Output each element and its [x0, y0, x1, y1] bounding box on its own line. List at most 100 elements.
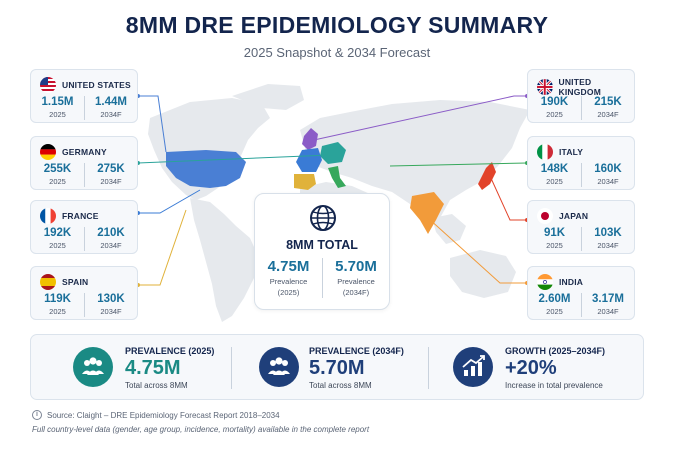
- map-united-kingdom: [302, 128, 318, 150]
- value-2025: 91K: [543, 227, 566, 239]
- growth-chart-icon: [453, 347, 493, 387]
- year-2025: 2025: [546, 241, 563, 250]
- connector-spain: [138, 209, 187, 286]
- page-subtitle: 2025 Snapshot & 2034 Forecast: [243, 45, 431, 60]
- value-2034: 1.44M: [95, 96, 127, 108]
- country-card-france: FRANCE 192K 2025 210K 2034F: [30, 200, 138, 254]
- country-card-spain: SPAIN 119K 2025 130K 2034F: [30, 266, 138, 320]
- connector-italy: [389, 162, 528, 167]
- kpi-value: +20%: [505, 357, 557, 379]
- kpi-label: PREVALENCE (2025): [125, 346, 215, 356]
- year-2034: 2034F: [100, 307, 122, 316]
- value-2034: 275K: [97, 163, 125, 175]
- kpi-value: 5.70M: [309, 357, 365, 379]
- country-name: UNITED KINGDOM: [558, 77, 601, 97]
- country-card-germany: GERMANY 255K 2025 275K 2034F: [30, 136, 138, 190]
- country-name: GERMANY: [62, 147, 107, 157]
- country-card-united-states: UNITED STATES 1.15M 2025 1.44M 2034F: [30, 69, 138, 123]
- map-germany: [320, 142, 346, 164]
- value-2034: 160K: [594, 163, 622, 175]
- connector-france: [138, 189, 201, 214]
- country-name: FRANCE: [62, 211, 99, 221]
- value-2025: 148K: [540, 163, 569, 175]
- value-2025: 192K: [43, 227, 72, 239]
- country-name: UNITED STATES: [62, 80, 131, 90]
- connector-united-states: [138, 95, 167, 153]
- es-flag-icon: [40, 274, 56, 290]
- total-label-2025-year: (2025): [277, 288, 300, 297]
- connector-japan: [489, 175, 527, 221]
- value-2034: 130K: [97, 293, 125, 305]
- country-card-italy: ITALY 148K 2025 160K 2034F: [527, 136, 635, 190]
- map-spain: [294, 174, 316, 190]
- de-flag-icon: [40, 144, 56, 160]
- value-2025: 190K: [540, 96, 569, 108]
- kpi-sub: Total across 8MM: [125, 381, 188, 390]
- connector-germany: [137, 154, 331, 164]
- country-name: JAPAN: [559, 211, 589, 221]
- year-2034: 2034F: [100, 177, 122, 186]
- value-2025: 119K: [44, 293, 71, 305]
- year-2025: 2025: [49, 241, 66, 250]
- year-2034: 2034F: [597, 241, 619, 250]
- value-2025: 2.60M: [538, 293, 571, 305]
- year-2034: 2034F: [597, 307, 619, 316]
- kpi-bar: PREVALENCE (2025) 4.75M Total across 8MM…: [30, 334, 644, 400]
- info-icon: i: [32, 410, 42, 420]
- connector-india: [427, 217, 527, 284]
- country-name: INDIA: [559, 277, 584, 287]
- year-2025: 2025: [49, 110, 66, 119]
- total-title: 8MM TOTAL: [286, 238, 358, 252]
- footnote: Full country-level data (gender, age gro…: [32, 425, 370, 434]
- total-value-2034: 5.70M: [335, 258, 377, 275]
- value-2034: 103K: [594, 227, 622, 239]
- map-japan: [478, 162, 496, 190]
- globe-icon: [310, 205, 336, 231]
- us-flag-icon: [40, 77, 56, 93]
- year-2034: 2034F: [597, 110, 619, 119]
- country-card-united-kingdom: UNITED KINGDOM 190K 2025 215K 2034F: [527, 69, 635, 123]
- kpi-value: 4.75M: [125, 357, 181, 379]
- year-2025: 2025: [546, 307, 563, 316]
- source-text: Source: Claight – DRE Epidemiology Forec…: [47, 410, 280, 420]
- in-flag-icon: [537, 274, 553, 290]
- connector-united-kingdom: [313, 95, 527, 141]
- total-label-2034: Prevalence: [337, 277, 375, 286]
- year-2034: 2034F: [100, 241, 122, 250]
- value-2025: 1.15M: [41, 96, 74, 108]
- value-2025: 255K: [43, 163, 72, 175]
- kpi-label: GROWTH (2025–2034F): [505, 346, 606, 356]
- country-card-india: INDIA 2.60M 2025 3.17M 2034F: [527, 266, 635, 320]
- kpi-divider: [428, 347, 429, 389]
- source-line: i Source: Claight – DRE Epidemiology For…: [32, 410, 280, 420]
- kpi-sub: Increase in total prevalence: [505, 381, 603, 390]
- total-card: 8MM TOTAL 4.75M Prevalence (2025) 5.70M …: [254, 193, 390, 310]
- value-2034: 3.17M: [592, 293, 624, 305]
- total-value-2025: 4.75M: [267, 258, 310, 275]
- kpi-divider: [231, 347, 232, 389]
- year-2025: 2025: [546, 110, 563, 119]
- page-title: 8MM DRE EPIDEMIOLOGY SUMMARY: [125, 12, 549, 38]
- year-2025: 2025: [49, 177, 66, 186]
- people-icon: [259, 347, 299, 387]
- country-name: ITALY: [559, 147, 584, 157]
- country-name: SPAIN: [62, 277, 89, 287]
- uk-flag-icon: [537, 79, 553, 95]
- total-label-2034-year: (2034F): [342, 288, 370, 297]
- kpi-label: PREVALENCE (2034F): [309, 346, 404, 356]
- map-india: [410, 192, 444, 234]
- country-card-japan: JAPAN 91K 2025 103K 2034F: [527, 200, 635, 254]
- kpi-sub: Total across 8MM: [309, 381, 372, 390]
- connector-lines: [137, 95, 528, 286]
- value-2034: 215K: [594, 96, 622, 108]
- it-flag-icon: [537, 144, 553, 160]
- year-2034: 2034F: [597, 177, 619, 186]
- value-2034: 210K: [97, 227, 125, 239]
- map-france: [296, 148, 322, 172]
- year-2034: 2034F: [100, 110, 122, 119]
- fr-flag-icon: [40, 208, 56, 224]
- year-2025: 2025: [49, 307, 66, 316]
- jp-flag-icon: [537, 208, 553, 224]
- people-icon: [73, 347, 113, 387]
- map-italy: [328, 166, 346, 188]
